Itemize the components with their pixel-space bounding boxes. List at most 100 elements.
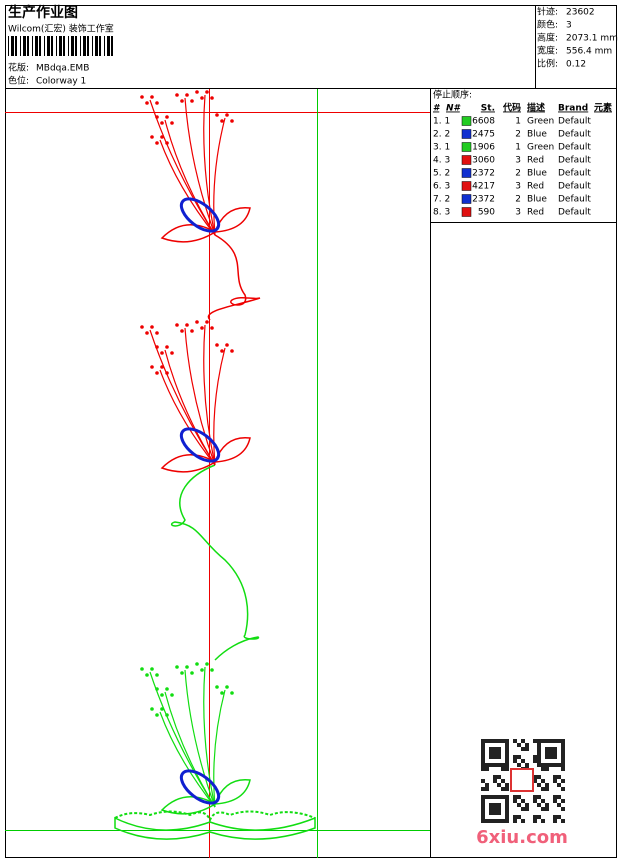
- qr-cell: [517, 763, 521, 767]
- column-header: St.: [481, 104, 495, 114]
- qr-cell: [505, 799, 509, 803]
- qr-cell: [561, 807, 565, 811]
- bar: [27, 36, 29, 56]
- qr-cell: [541, 767, 545, 771]
- sprig-dot: [210, 96, 214, 100]
- qr-cell: [545, 751, 549, 755]
- sprig-dot: [155, 673, 159, 677]
- qr-cell: [517, 743, 521, 747]
- sprig-dot: [150, 667, 154, 671]
- qr-cell: [561, 767, 565, 771]
- sprig-dot: [215, 343, 219, 347]
- title: 生产作业图: [8, 4, 78, 21]
- sprig-dot: [175, 93, 179, 97]
- seq: 3. 1: [433, 143, 450, 153]
- stitches: 2372: [472, 195, 495, 205]
- bar: [63, 36, 65, 56]
- qr-cell: [537, 755, 541, 759]
- brand: Default: [558, 208, 591, 218]
- sprig-dot: [180, 329, 184, 333]
- qr-cell: [481, 819, 485, 823]
- qr-cell: [553, 795, 557, 799]
- sprig-dot: [205, 662, 209, 666]
- qr-cell: [545, 807, 549, 811]
- stat-label: 颜色:: [537, 19, 558, 31]
- stitches: 4217: [472, 182, 495, 192]
- sprig-dot: [195, 90, 199, 94]
- stem: [213, 347, 226, 466]
- sprig-dot: [205, 90, 209, 94]
- qr-cell: [549, 751, 553, 755]
- stitches: 1906: [472, 143, 495, 153]
- qr-cell: [537, 747, 541, 751]
- code: 2: [515, 195, 521, 205]
- sprig-dot: [175, 665, 179, 669]
- sprig-dot: [215, 113, 219, 117]
- qr-cell: [525, 743, 529, 747]
- qr-cell: [481, 751, 485, 755]
- brand: Default: [558, 156, 591, 166]
- stop-sequence-title: 停止顺序:: [433, 89, 472, 101]
- sprig-dot: [160, 121, 164, 125]
- column-header: 元素: [594, 102, 612, 114]
- sprig-dot: [160, 707, 164, 711]
- seq: 8. 3: [433, 208, 450, 218]
- qr-cell: [525, 803, 529, 807]
- qr-cell: [505, 807, 509, 811]
- sprig-dot: [190, 671, 194, 675]
- sprig-dot: [170, 121, 174, 125]
- qr-cell: [561, 763, 565, 767]
- bar: [95, 36, 98, 56]
- stitches: 2372: [472, 169, 495, 179]
- qr-cell: [557, 783, 561, 787]
- stem: [159, 139, 216, 236]
- qr-cell: [533, 775, 537, 779]
- qr-cell: [553, 763, 557, 767]
- qr-cell: [481, 755, 485, 759]
- qr-cell: [497, 747, 501, 751]
- qr-cell: [533, 779, 537, 783]
- sprig-dot: [145, 101, 149, 105]
- qr-cell: [505, 739, 509, 743]
- stem: [159, 369, 216, 466]
- seq: 1. 1: [433, 117, 450, 127]
- stat-value: 2073.1 mm: [566, 34, 618, 44]
- outer-border: [5, 5, 617, 858]
- stem: [159, 711, 216, 808]
- sprig-dot: [175, 323, 179, 327]
- sprig-dot: [180, 99, 184, 103]
- qr-cell: [505, 803, 509, 807]
- qr-code: [480, 738, 566, 824]
- sprig-dot: [210, 668, 214, 672]
- sprig-dot: [165, 141, 169, 145]
- sprig-dot: [200, 326, 204, 330]
- qr-cell: [553, 755, 557, 759]
- qr-cell: [505, 759, 509, 763]
- qr-cell: [497, 811, 501, 815]
- sprig-dot: [165, 687, 169, 691]
- qr-cell: [537, 759, 541, 763]
- motif: [140, 90, 251, 243]
- qr-cell: [489, 739, 493, 743]
- qr-cell: [561, 747, 565, 751]
- motif: [140, 662, 251, 815]
- qr-cell: [505, 787, 509, 791]
- qr-cell: [517, 795, 521, 799]
- qr-cell: [533, 795, 537, 799]
- color-swatch: [461, 194, 472, 204]
- bar: [15, 36, 17, 56]
- qr-cell: [557, 815, 561, 819]
- stem: [213, 117, 226, 236]
- qr-cell: [545, 755, 549, 759]
- qr-cell: [533, 739, 537, 743]
- qr-cell: [537, 795, 541, 799]
- stem: [184, 669, 216, 808]
- qr-cell: [553, 815, 557, 819]
- bar: [68, 36, 69, 56]
- column-header: Brand: [558, 104, 588, 114]
- color-swatch: [461, 168, 472, 178]
- qr-cell: [525, 763, 529, 767]
- qr-cell: [501, 779, 505, 783]
- qr-cell: [545, 747, 549, 751]
- qr-cell: [541, 763, 545, 767]
